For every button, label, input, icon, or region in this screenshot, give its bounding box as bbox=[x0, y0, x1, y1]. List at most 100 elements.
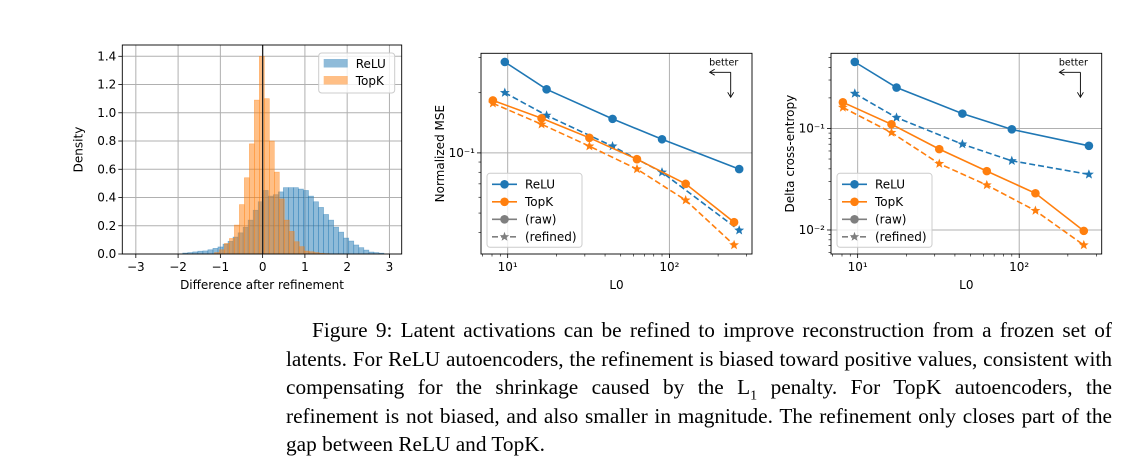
y-tick-label: 10⁻² bbox=[799, 223, 826, 237]
x-axis-label: L0 bbox=[609, 278, 623, 292]
legend-circle-marker bbox=[850, 215, 859, 224]
x-axis-label: L0 bbox=[959, 278, 973, 292]
histogram-bar-topk bbox=[279, 199, 284, 254]
legend-circle-marker bbox=[500, 215, 509, 224]
data-point-circle bbox=[730, 218, 739, 227]
y-axis-label: Density bbox=[71, 127, 85, 173]
y-tick-label: 1.2 bbox=[97, 78, 116, 92]
y-tick-label: 1.0 bbox=[97, 106, 116, 120]
data-point-circle bbox=[608, 115, 617, 124]
data-point-star bbox=[934, 159, 944, 168]
histogram-bar-relu bbox=[319, 207, 324, 254]
data-point-circle bbox=[850, 58, 859, 67]
data-point-circle bbox=[1079, 227, 1088, 236]
data-point-star bbox=[1084, 169, 1094, 178]
better-annotation: better bbox=[1059, 57, 1088, 68]
legend-label: ReLU bbox=[356, 57, 386, 71]
histogram-bar-topk bbox=[264, 99, 269, 254]
y-tick-label: 10⁻¹ bbox=[449, 146, 476, 160]
y-tick-label: 0.4 bbox=[97, 191, 116, 205]
data-point-circle bbox=[658, 135, 667, 144]
data-point-star bbox=[982, 180, 992, 189]
legend-label: TopK bbox=[524, 195, 554, 209]
histogram-bar-topk bbox=[269, 141, 274, 254]
histogram-bar-relu bbox=[308, 196, 313, 254]
data-point-star bbox=[734, 225, 744, 234]
histogram-bar-relu bbox=[344, 238, 349, 254]
histogram-bar-topk bbox=[294, 242, 299, 254]
histogram-bar-topk bbox=[289, 231, 294, 254]
data-point-circle bbox=[585, 133, 594, 142]
legend-circle-marker bbox=[850, 180, 859, 189]
legend-circle-marker bbox=[850, 198, 859, 207]
caption-label: Figure 9: bbox=[312, 318, 392, 342]
y-tick-label: 0.6 bbox=[97, 162, 116, 176]
legend-label: ReLU bbox=[875, 177, 905, 191]
x-tick-label: 3 bbox=[386, 260, 394, 274]
legend-circle-marker bbox=[500, 180, 509, 189]
legend: ReLU TopK (raw) (refined) bbox=[837, 173, 932, 247]
legend-label: (raw) bbox=[875, 212, 906, 226]
data-point-circle bbox=[1085, 141, 1094, 150]
y-tick-label: 1.4 bbox=[97, 49, 116, 63]
legend-swatch bbox=[324, 59, 348, 68]
x-tick-label: −1 bbox=[212, 260, 230, 274]
histogram-bar-relu bbox=[349, 241, 354, 254]
histogram-bar-relu bbox=[354, 245, 359, 254]
x-tick-label: −2 bbox=[169, 260, 187, 274]
histogram-bar-relu bbox=[359, 248, 364, 254]
data-point-circle bbox=[633, 155, 642, 164]
x-axis-label: Difference after refinement bbox=[180, 278, 344, 292]
data-point-circle bbox=[982, 167, 991, 176]
y-axis-label: Delta cross-entropy bbox=[783, 95, 797, 213]
legend-label: ReLU bbox=[525, 177, 555, 191]
data-point-circle bbox=[892, 83, 901, 92]
x-tick-label: −3 bbox=[127, 260, 145, 274]
data-point-circle bbox=[958, 109, 967, 118]
histogram-bar-topk bbox=[239, 205, 244, 254]
histogram-bar-topk bbox=[284, 220, 289, 254]
data-point-circle bbox=[1031, 189, 1040, 198]
data-point-circle bbox=[735, 165, 744, 174]
histogram-bar-topk bbox=[274, 172, 279, 254]
histogram-bar-relu bbox=[364, 250, 369, 254]
x-tick-label: 10² bbox=[1009, 260, 1029, 274]
legend-swatch bbox=[324, 76, 348, 85]
histogram-bar-relu bbox=[208, 250, 213, 254]
histogram-bar-relu bbox=[303, 190, 308, 254]
legend: ReLU TopK bbox=[319, 53, 395, 93]
x-tick-label: 1 bbox=[301, 260, 309, 274]
histogram-bar-topk bbox=[244, 178, 249, 254]
figure-caption: Figure 9: Latent activations can be refi… bbox=[286, 316, 1112, 459]
histogram-bar-relu bbox=[329, 220, 334, 254]
histogram-bar-topk bbox=[299, 247, 304, 254]
histogram-bar-relu bbox=[203, 251, 208, 254]
legend-label: (refined) bbox=[875, 230, 927, 244]
histogram-bar-relu bbox=[324, 214, 329, 254]
data-point-star bbox=[1031, 206, 1041, 215]
data-point-circle bbox=[1008, 125, 1017, 134]
y-tick-label: 0.0 bbox=[97, 247, 116, 261]
x-tick-label: 10² bbox=[659, 260, 679, 274]
data-point-star bbox=[584, 141, 594, 150]
histogram-bar-topk bbox=[259, 56, 264, 254]
legend-circle-marker bbox=[500, 198, 509, 207]
histogram-bar-topk bbox=[249, 144, 254, 254]
legend-label: TopK bbox=[355, 74, 385, 88]
x-tick-label: 0 bbox=[259, 260, 267, 274]
data-point-circle bbox=[887, 120, 896, 129]
histogram-bar-relu bbox=[314, 202, 319, 254]
y-tick-label: 10⁻¹ bbox=[799, 121, 826, 135]
legend-label: TopK bbox=[874, 195, 904, 209]
data-point-star bbox=[1007, 156, 1017, 165]
x-tick-label: 10¹ bbox=[498, 260, 518, 274]
data-point-star bbox=[958, 139, 968, 148]
legend-label: (raw) bbox=[525, 212, 556, 226]
x-tick-label: 2 bbox=[343, 260, 351, 274]
y-axis-label: Normalized MSE bbox=[433, 105, 447, 202]
histogram-bar-relu bbox=[339, 232, 344, 254]
